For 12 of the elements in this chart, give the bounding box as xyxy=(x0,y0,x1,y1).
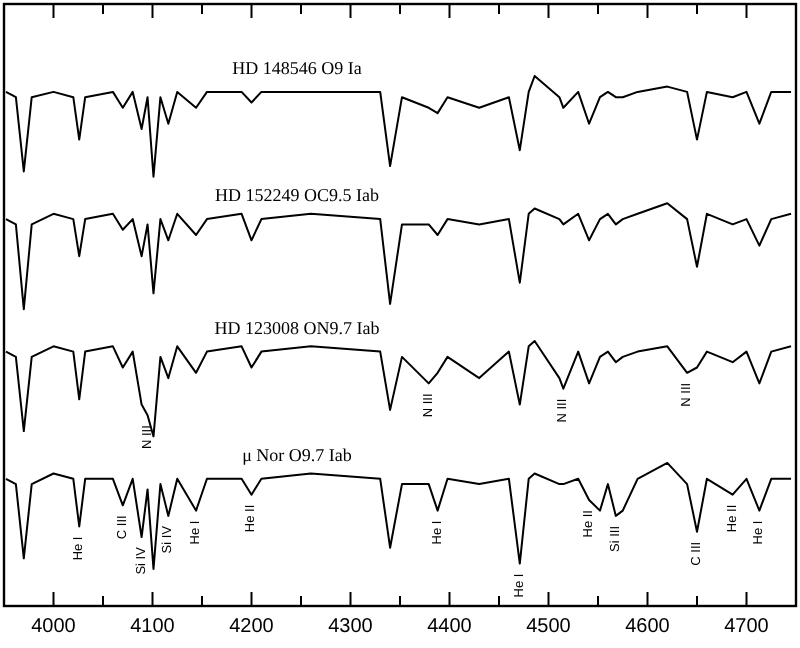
x-tick-label: 4000 xyxy=(31,616,77,638)
x-tick-label: 4300 xyxy=(328,616,374,638)
series-label: μ Nor O9.7 Iab xyxy=(242,444,353,465)
x-tick-label: 4200 xyxy=(229,616,275,638)
series-label: HD 152249 OC9.5 Iab xyxy=(215,185,381,206)
x-tick-label: 4700 xyxy=(724,616,770,638)
x-tick-label: 4400 xyxy=(427,616,473,638)
series-label: HD 123008 ON9.7 Iab xyxy=(214,317,381,338)
x-tick-label: 4600 xyxy=(625,616,671,638)
series-label: HD 148546 O9 Ia xyxy=(232,57,362,78)
x-tick-label: 4500 xyxy=(526,616,572,638)
x-tick-label: 4100 xyxy=(130,616,176,638)
